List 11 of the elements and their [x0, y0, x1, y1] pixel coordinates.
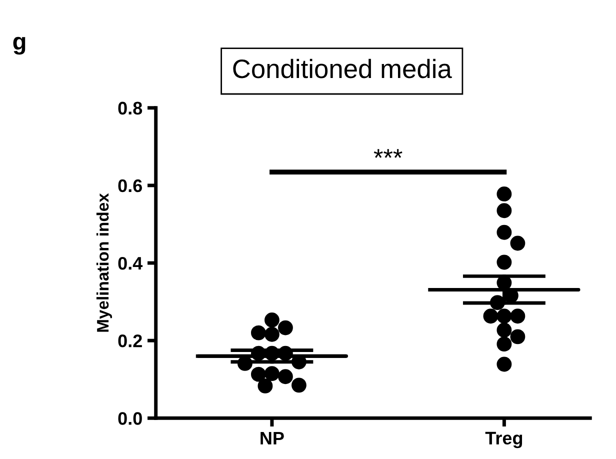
text: g [13, 36, 26, 55]
x-tick-label: NP [260, 432, 284, 444]
chart-title: Conditioned media [233, 58, 452, 78]
y-axis-title: Myelination index [96, 193, 112, 332]
y-tick-label: 0.8 [118, 102, 142, 115]
y-tick-label: 0.4 [118, 256, 143, 270]
y-tick-label: 0.0 [118, 412, 142, 425]
y-tick-label: 0.2 [118, 334, 142, 348]
x-tick-label: Treg [485, 432, 522, 448]
annotation: *** [374, 149, 402, 158]
y-tick-label: 0.6 [118, 179, 142, 192]
